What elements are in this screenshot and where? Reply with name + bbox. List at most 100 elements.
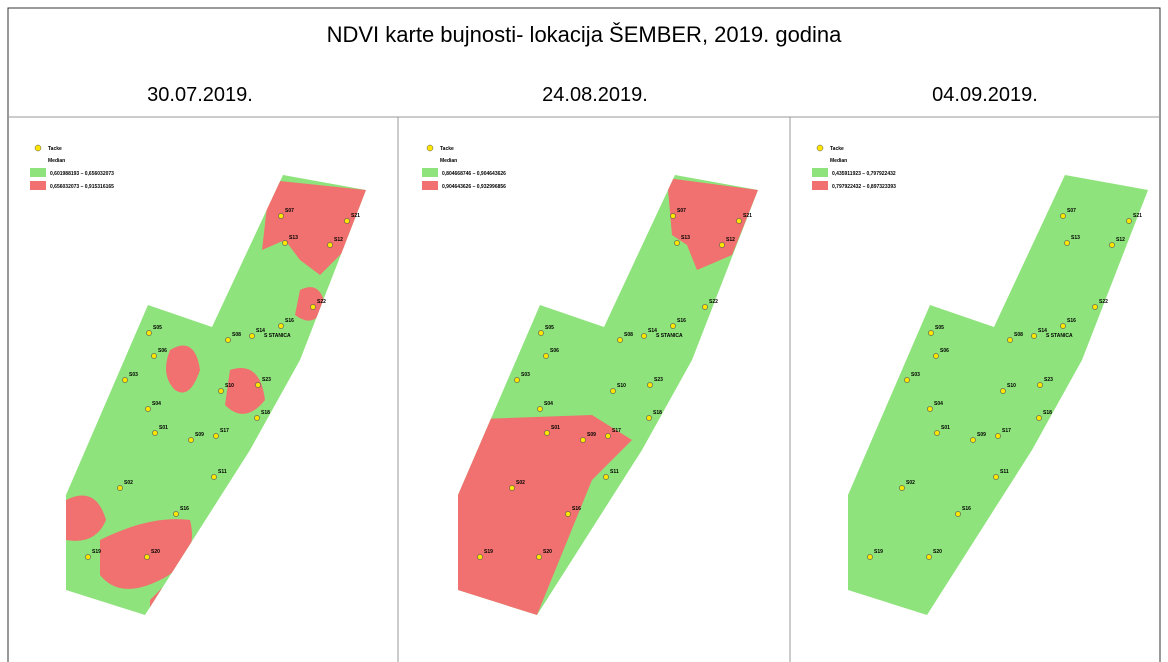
point-label: S12: [1116, 237, 1125, 243]
sample-point: [736, 218, 742, 224]
point-label: S23: [654, 377, 663, 383]
sample-point: [1064, 240, 1070, 246]
point-label: S STANICA: [656, 333, 683, 339]
point-label: S14: [256, 328, 265, 334]
sample-point: [867, 554, 873, 560]
legend-text: 0,656032073 – 0,915316165: [50, 184, 114, 190]
legend-text: Median: [830, 158, 847, 164]
sample-point: [514, 377, 520, 383]
sample-point: [719, 242, 725, 248]
point-label: S04: [544, 401, 553, 407]
point-label: S23: [262, 377, 271, 383]
point-label: S06: [158, 348, 167, 354]
legend-text: 0,804668746 – 0,904643626: [442, 171, 506, 177]
point-label: S03: [911, 372, 920, 378]
sample-point: [537, 406, 543, 412]
field-red: [166, 345, 200, 393]
sample-point: [904, 377, 910, 383]
point-label: S04: [152, 401, 161, 407]
sample-point: [211, 474, 217, 480]
sample-point: [647, 382, 653, 388]
sample-point: [117, 485, 123, 491]
point-label: S10: [1007, 383, 1016, 389]
point-label: S STANICA: [1046, 333, 1073, 339]
point-label: S16: [285, 318, 294, 324]
sample-point: [603, 474, 609, 480]
sample-point: [955, 511, 961, 517]
sample-point: [477, 554, 483, 560]
field-red: [295, 287, 325, 321]
legend-text: 0,797922432 – 0,897323393: [832, 184, 896, 190]
sample-point: [926, 554, 932, 560]
sample-point: [674, 240, 680, 246]
legend-point: [34, 144, 42, 152]
sample-point: [641, 333, 647, 339]
sample-point: [927, 406, 933, 412]
point-label: S05: [545, 325, 554, 331]
field-red: [667, 178, 758, 270]
sample-point: [255, 382, 261, 388]
sample-point: [605, 433, 611, 439]
point-label: S19: [92, 549, 101, 555]
title: NDVI karte bujnosti- lokacija ŠEMBER, 20…: [327, 22, 843, 47]
sample-point: [145, 406, 151, 412]
legend-text: Median: [48, 158, 65, 164]
sample-point: [173, 511, 179, 517]
sample-point: [993, 474, 999, 480]
point-label: S21: [351, 213, 360, 219]
point-label: S16: [962, 506, 971, 512]
sample-point: [1092, 304, 1098, 310]
sample-point: [188, 437, 194, 443]
point-label: S22: [1099, 299, 1108, 305]
point-label: S19: [874, 549, 883, 555]
sample-point: [146, 330, 152, 336]
point-label: S08: [1014, 332, 1023, 338]
panel-date: 30.07.2019.: [147, 84, 253, 106]
sample-point: [282, 240, 288, 246]
legend-text: Tacke: [48, 146, 62, 152]
sample-point: [122, 377, 128, 383]
point-label: S09: [195, 432, 204, 438]
point-label: S18: [1043, 410, 1052, 416]
field-red: [225, 368, 265, 414]
point-label: S04: [934, 401, 943, 407]
point-label: S14: [1038, 328, 1047, 334]
point-label: S06: [550, 348, 559, 354]
sample-point: [1031, 333, 1037, 339]
point-label: S09: [977, 432, 986, 438]
sample-point: [610, 388, 616, 394]
sample-point: [1000, 388, 1006, 394]
sample-point: [543, 353, 549, 359]
legend-text: Median: [440, 158, 457, 164]
point-label: S16: [1067, 318, 1076, 324]
sample-point: [344, 218, 350, 224]
sample-point: [1036, 415, 1042, 421]
sample-point: [538, 330, 544, 336]
point-label: S01: [551, 425, 560, 431]
point-label: S13: [1071, 235, 1080, 241]
point-label: S06: [940, 348, 949, 354]
sample-point: [933, 353, 939, 359]
sample-point: [1060, 323, 1066, 329]
legend-point: [426, 144, 434, 152]
point-label: S12: [334, 237, 343, 243]
point-label: S12: [726, 237, 735, 243]
panel-date: 04.09.2019.: [932, 84, 1038, 106]
legend-swatch: [812, 181, 828, 190]
point-label: S02: [124, 480, 133, 486]
sample-point: [899, 485, 905, 491]
point-label: S07: [677, 208, 686, 214]
point-label: S09: [587, 432, 596, 438]
sample-point: [144, 554, 150, 560]
frame: [7, 7, 1161, 662]
legend-swatch: [422, 168, 438, 177]
sample-point: [278, 213, 284, 219]
point-label: S10: [225, 383, 234, 389]
sample-point: [509, 485, 515, 491]
field-red: [100, 519, 192, 589]
legend-swatch: [30, 181, 46, 190]
field-green: [66, 175, 366, 615]
point-label: S20: [151, 549, 160, 555]
sample-point: [544, 430, 550, 436]
point-label: S01: [159, 425, 168, 431]
